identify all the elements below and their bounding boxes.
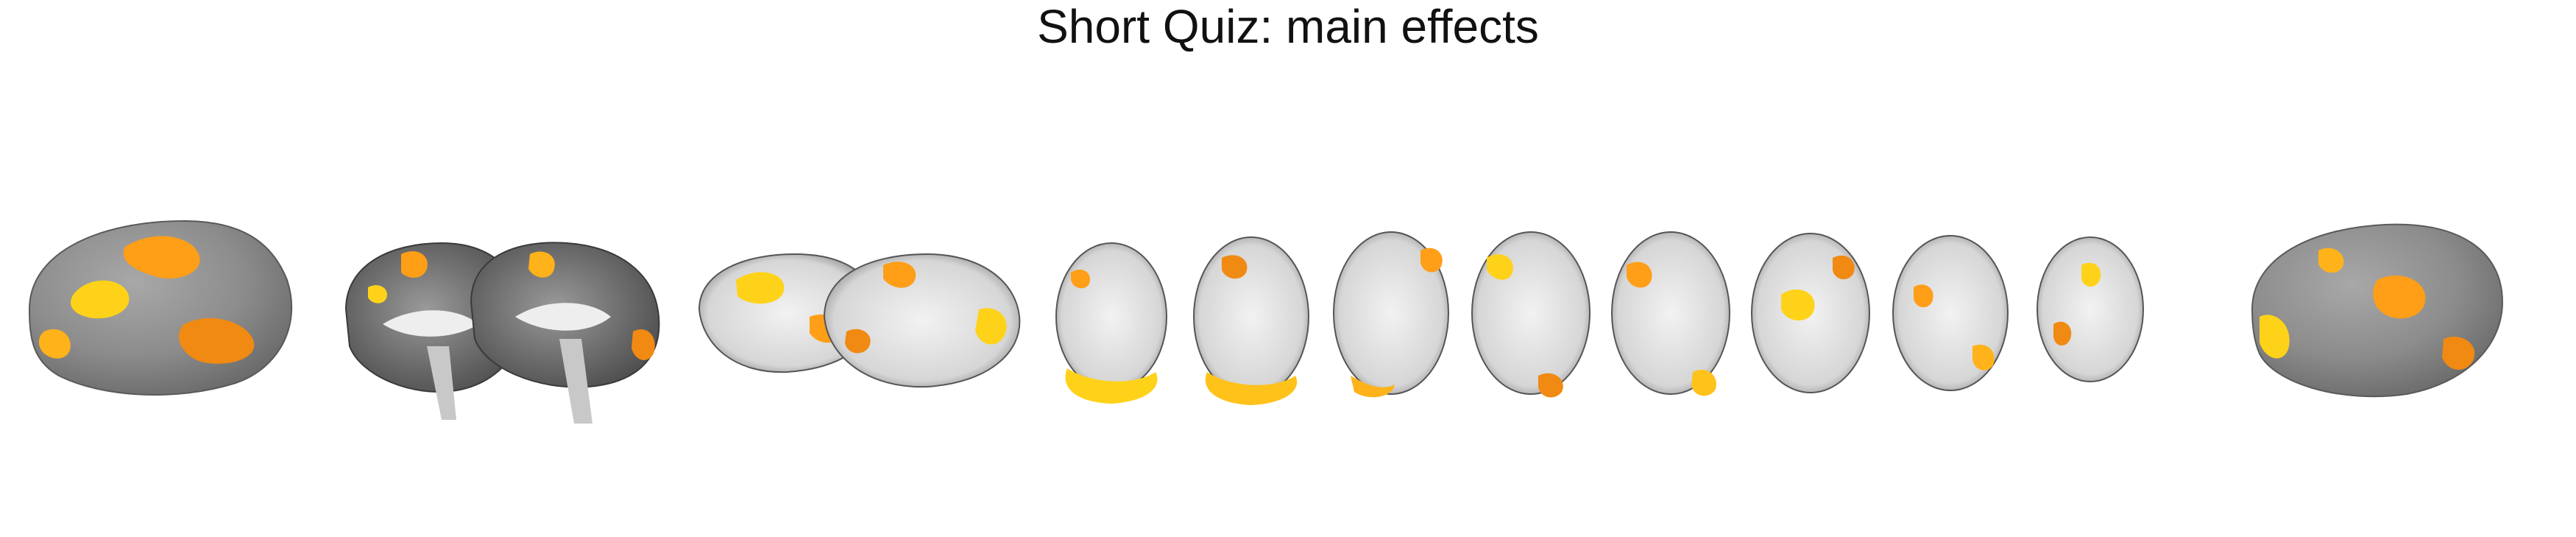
activation-blob xyxy=(368,285,387,303)
activation-blob xyxy=(38,329,71,359)
activation-blob xyxy=(401,251,428,278)
axial-slice xyxy=(1333,231,1449,398)
activation-blob xyxy=(1420,248,1443,273)
activation-blob xyxy=(70,280,130,319)
activation-blob xyxy=(1205,372,1298,405)
activation-blob xyxy=(736,272,785,304)
activation-blob xyxy=(1914,284,1933,308)
activation-blob xyxy=(631,329,655,360)
surface-left-lateral xyxy=(28,220,293,396)
activation-blob xyxy=(2053,321,2072,346)
activation-blob xyxy=(1351,376,1395,398)
axial-slice xyxy=(2037,236,2144,382)
activation-blob xyxy=(1538,373,1563,398)
activation-blob xyxy=(1222,255,1248,279)
surface-right-mesh xyxy=(2251,223,2504,398)
activation-blob xyxy=(123,236,200,279)
axial-slice xyxy=(1892,235,2009,391)
activation-blob xyxy=(2318,248,2344,273)
activation-blob xyxy=(2442,337,2475,370)
axial-slice xyxy=(1193,236,1309,405)
activation-blob xyxy=(883,262,916,288)
axial-slice xyxy=(1055,242,1167,404)
surface-right-lateral xyxy=(2251,223,2504,398)
activation-blob xyxy=(975,308,1007,345)
activation-blob xyxy=(2373,275,2426,319)
activation-blob xyxy=(1627,262,1652,288)
activation-blob xyxy=(1071,269,1090,289)
activation-blob xyxy=(1487,254,1513,280)
activation-blob xyxy=(1833,255,1855,280)
activation-blob xyxy=(2260,315,2290,359)
axial-slice xyxy=(1471,231,1590,398)
axial-slice xyxy=(1751,233,1870,393)
activation-blob xyxy=(178,317,255,364)
activation-blob xyxy=(528,251,555,278)
activation-blob xyxy=(2081,262,2101,287)
axial-slice xyxy=(1611,231,1730,396)
activation-blob xyxy=(1691,370,1716,396)
figure-title: Short Quiz: main effects xyxy=(1037,0,1539,53)
sagittal-medial-2 xyxy=(470,242,660,424)
sagittal-lateral-2 xyxy=(823,253,1021,388)
activation-blob xyxy=(1065,368,1158,404)
activation-blob xyxy=(1781,289,1815,320)
activation-blob xyxy=(845,329,871,354)
activation-blob xyxy=(1972,344,1995,371)
